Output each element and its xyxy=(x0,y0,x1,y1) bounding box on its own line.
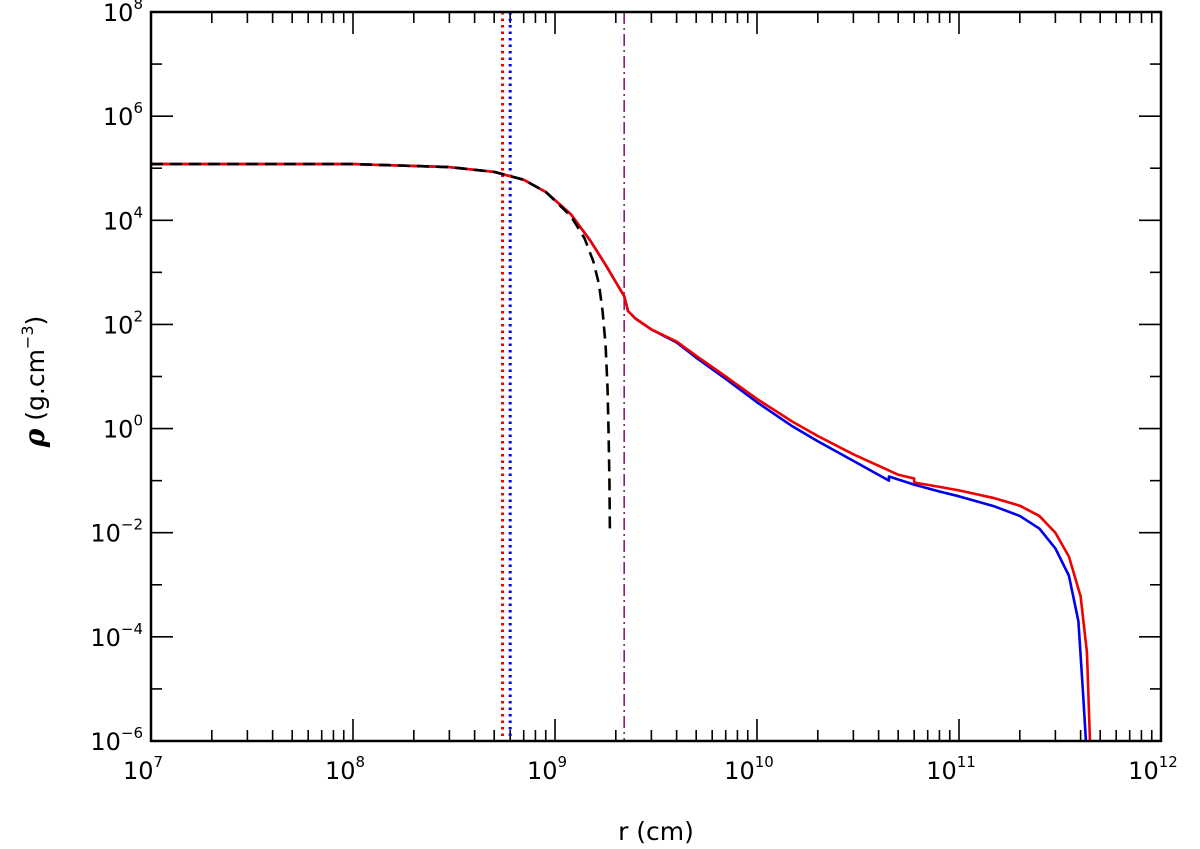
x-tick-label: 108 xyxy=(325,753,365,785)
y-tick-label: 102 xyxy=(103,307,143,339)
x-tick-label: 107 xyxy=(123,753,163,785)
axis-ticks xyxy=(150,11,1161,742)
series-line xyxy=(151,162,612,533)
x-tick-labels: 107 108 109 1010 1011 1012 xyxy=(123,753,1178,785)
y-tick-label: 106 xyxy=(103,99,143,131)
x-tick-label: 1012 xyxy=(1128,753,1178,785)
series-line xyxy=(151,162,1088,742)
data-series xyxy=(151,162,1092,742)
y-axis-title-symbol: ρ xyxy=(18,428,51,448)
y-tick-label: 10−4 xyxy=(90,620,143,652)
series-line xyxy=(151,162,1092,742)
y-axis-title-close: ) xyxy=(21,316,50,326)
y-tick-label: 10−6 xyxy=(90,724,143,756)
y-axis-title: ρ (g.cm−3) xyxy=(18,316,51,449)
y-tick-label: 100 xyxy=(103,412,143,444)
y-tick-label: 104 xyxy=(103,203,143,235)
reference-lines xyxy=(501,12,625,741)
y-tick-label: 108 xyxy=(103,0,143,27)
y-tick-label: 10−2 xyxy=(90,516,143,548)
x-tick-label: 1011 xyxy=(926,753,976,785)
x-axis-title: r (cm) xyxy=(618,817,694,846)
y-axis-title-unit: (g.cm xyxy=(21,349,50,429)
plot-frame xyxy=(149,10,1163,743)
y-axis-title-superscript: −3 xyxy=(18,325,37,349)
x-tick-label: 109 xyxy=(527,753,567,785)
x-tick-label: 1010 xyxy=(724,753,774,785)
y-tick-labels: 10−6 10−4 10−2 100 102 104 106 108 xyxy=(90,0,143,756)
